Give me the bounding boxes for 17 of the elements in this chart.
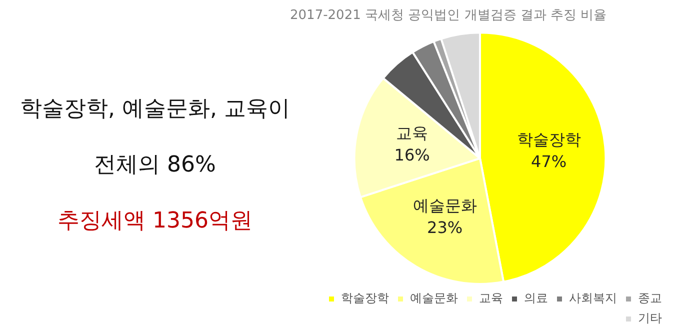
slice-label: 예술문화: [412, 196, 477, 215]
legend-label: 의료: [524, 291, 548, 306]
legend-label: 기타: [638, 311, 662, 326]
legend-label: 학술장학: [341, 291, 389, 306]
chart-title: 2017-2021 국세청 공익법인 개별검증 결과 추징 비율: [290, 8, 607, 24]
legend-label: 예술문화: [410, 291, 458, 306]
legend-label: 사회복지: [569, 291, 617, 306]
data-label: 47%: [531, 152, 567, 171]
legend-label: 교육: [479, 291, 503, 306]
data-label: 16%: [394, 146, 430, 164]
text: 학술장학, 예술문화, 교육이: [20, 96, 290, 122]
text: 추징세액 1356억원: [58, 208, 252, 234]
slice-label: 학술장학: [516, 130, 581, 149]
data-label: 23%: [427, 218, 463, 237]
slice-label: 교육: [396, 124, 428, 142]
text: 전체의 86%: [94, 152, 216, 178]
legend-label: 종교: [638, 291, 662, 306]
